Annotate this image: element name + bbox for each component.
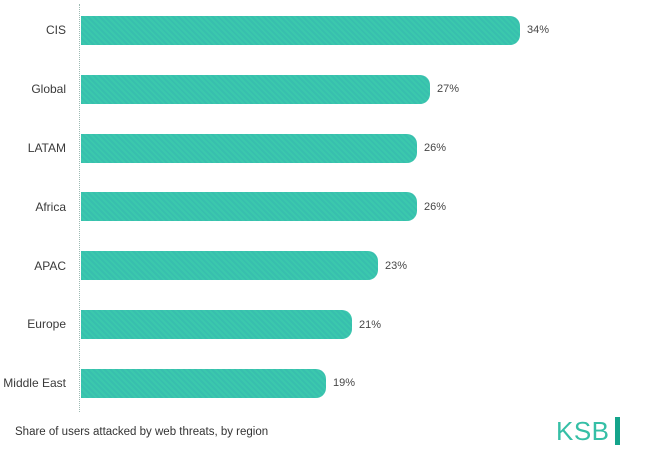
bar-row: CIS 34% [0, 1, 660, 60]
chart-caption: Share of users attacked by web threats, … [15, 426, 269, 438]
bar-row: Middle East 19% [0, 354, 660, 413]
value-label: 26% [424, 200, 447, 213]
category-label: LATAM [27, 140, 66, 155]
category-label: Global [31, 82, 66, 97]
ksb-logo-bar-icon [614, 417, 620, 445]
chart-area: CIS 34% Global 27% LATAM 26% Africa 26% … [0, 1, 660, 413]
bar-row: LATAM 26% [0, 119, 660, 178]
value-label: 23% [385, 259, 408, 272]
category-label: APAC [34, 258, 66, 273]
value-label: 27% [437, 83, 460, 96]
bar [81, 251, 378, 281]
bar [81, 310, 352, 340]
y-axis-line [79, 4, 80, 412]
ksb-logo: KSB [556, 417, 620, 445]
bar [81, 133, 417, 163]
bar-row: Global 27% [0, 60, 660, 119]
category-label: Africa [35, 199, 66, 214]
bar [81, 74, 430, 104]
category-label: Europe [27, 317, 66, 332]
bar-row: Europe 21% [0, 295, 660, 354]
category-label: CIS [45, 23, 66, 38]
bar-row: Africa 26% [0, 178, 660, 237]
ksb-logo-text: KSB [556, 416, 610, 446]
value-label: 19% [333, 377, 356, 390]
bar [81, 368, 326, 398]
bar [81, 15, 520, 45]
category-label: Middle East [3, 376, 66, 391]
value-label: 26% [424, 142, 447, 155]
bar-rows: CIS 34% Global 27% LATAM 26% Africa 26% … [0, 1, 660, 413]
value-label: 34% [527, 24, 550, 37]
bar-row: APAC 23% [0, 236, 660, 295]
bar [81, 192, 417, 222]
value-label: 21% [359, 318, 382, 331]
